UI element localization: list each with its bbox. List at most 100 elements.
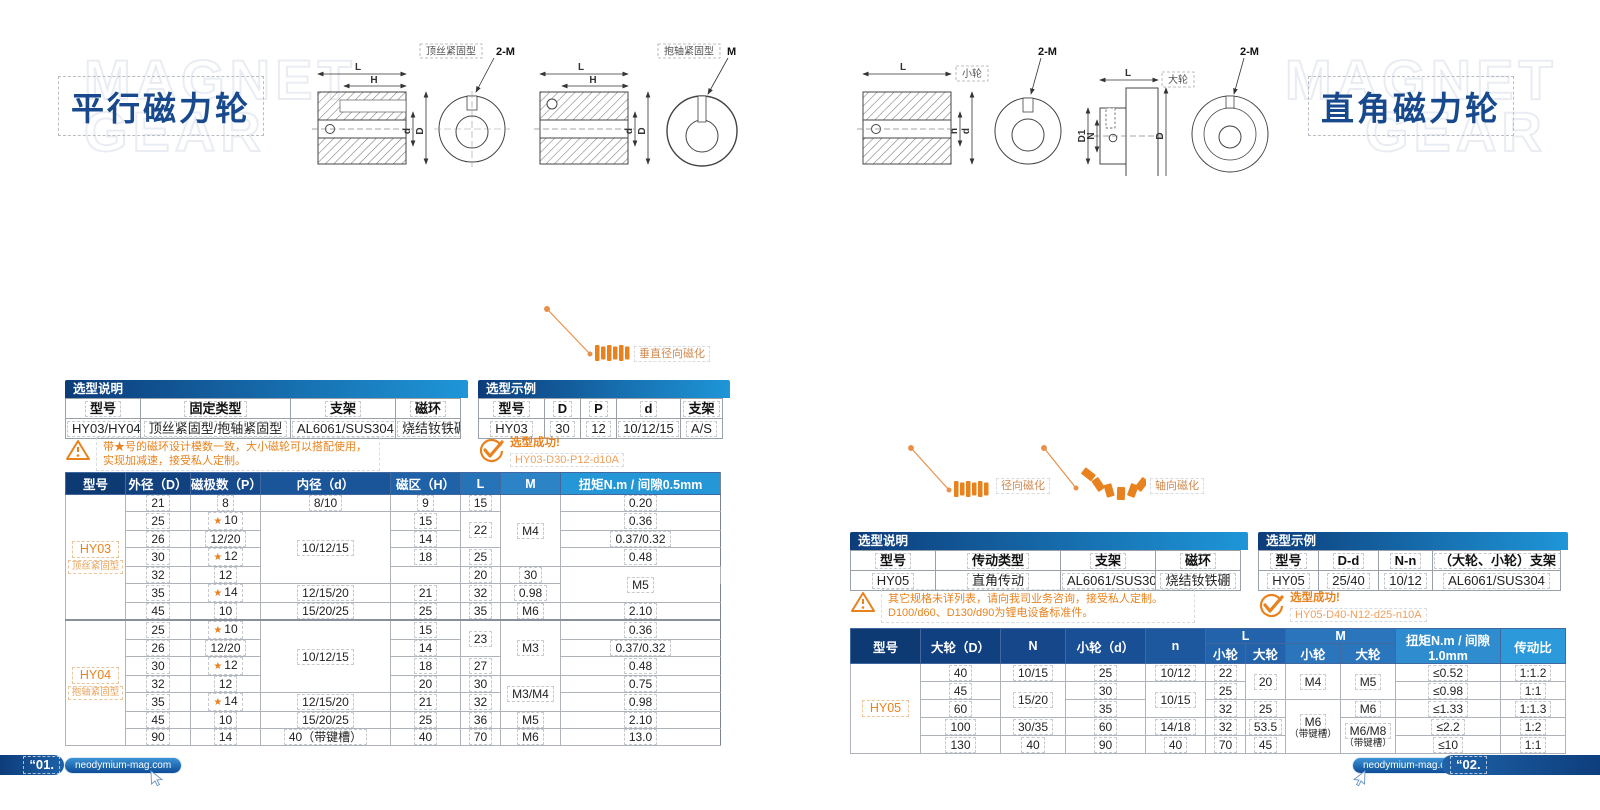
col-model: 型号: [65, 398, 141, 419]
magnetization-label-axial: 轴向磁化: [1150, 478, 1204, 494]
magnetization-label-radial: 径向磁化: [996, 478, 1050, 494]
col-bracket: 支架: [290, 398, 396, 419]
svg-text:H: H: [370, 75, 377, 86]
table-row: HY05 25/40 10/12 AL6061/SUS304: [1258, 570, 1561, 591]
page-number: “02.: [1450, 756, 1487, 774]
table-row: 45 15/20 30 10/15 25 ≤0.98 1:1: [851, 681, 1567, 718]
table-row: HY03 30 12 10/12/15 A/S: [478, 418, 723, 439]
table-row: 30 ★ 12 18 27 0.48: [66, 656, 721, 676]
radial-magnetization-icon: [908, 445, 989, 497]
note-right: 其它规格未详列表，请向我司业务咨询，接受私人定制。 D100/d60、D130/…: [881, 589, 1195, 623]
table-row: 90 14 40（带键槽） 40 70 M6 13.0: [66, 728, 721, 746]
note-left: 带★号的磁环设计模数一致，大小磁轮可以搭配使用， 实现加减速，接受私人定制。: [96, 437, 380, 471]
page-title-left: 平行磁力轮: [58, 76, 264, 136]
svg-text:M: M: [727, 46, 736, 58]
svg-text:L: L: [1125, 68, 1131, 79]
website-pill-left[interactable]: neodymium-mag.com: [64, 757, 183, 774]
table-row: 26 12/20 14 0.37/0.32: [66, 639, 721, 657]
warning-icon: [66, 440, 90, 460]
page-title-right: 直角磁力轮: [1308, 76, 1514, 136]
col-drive-type: 传动类型: [935, 550, 1061, 571]
axial-magnetization-icon: [1041, 445, 1146, 501]
table-row: 30 ★ 12 18 25 0.48: [66, 547, 721, 567]
table-row: 100 30/35 60 14/18 32 53.5 M6/M8 （带键槽） ≤2…: [851, 717, 1567, 754]
col-bracket: 支架: [1060, 550, 1156, 571]
cursor-icon: [1352, 770, 1366, 786]
svg-text:H: H: [589, 75, 596, 86]
watermark-gear-left: GEAR: [83, 100, 266, 163]
selection-desc-table-left: 型号 固定类型 支架 磁环 HY03/HY04 顶丝紧固型/抱轴紧固型 AL60…: [65, 398, 461, 439]
model-cell: HY03 顶丝紧固型: [65, 494, 126, 621]
page-number-bar-right: “02.: [1442, 755, 1600, 775]
col-D: D: [544, 398, 581, 419]
table-row: 130 40 90 40 70 45 ≤10 1:1: [851, 735, 1567, 754]
selection-desc-title-right: 选型说明: [850, 532, 1248, 550]
selection-example-table-left: 型号 D P d 支架 HY03 30 12 10/12/15 A/S: [478, 398, 723, 439]
spec-table-parallel: 型号 外径（D） 磁极数（P） 内径（d） 磁区（H） L M 扭矩N.m / …: [65, 472, 721, 746]
table-row: 45 10 15/20/25 25 36 M5 2.10: [66, 711, 721, 729]
table-row: 35 ★ 14 12/15/20 21 32 0.98: [66, 583, 721, 603]
check-icon: [479, 438, 504, 463]
table-row: 60 35 32 25 M6 （带键槽） M6 ≤1.33 1:1.3: [851, 699, 1567, 754]
col-model: 型号: [1258, 550, 1319, 571]
table-row: 26 12/20 14 0.37/0.32: [66, 530, 721, 548]
table-row: 35 ★ 14 12/15/20 21 32 0.98: [66, 692, 721, 712]
spec-table-rightangle: 型号 大轮（D） N 小轮（d） n L M 扭矩N.m / 间隙1.0mm 传…: [850, 628, 1567, 754]
svg-text:d: d: [402, 128, 413, 134]
check-icon: [1259, 593, 1284, 618]
cursor-icon: [150, 770, 164, 786]
selection-desc-table-right: 型号 传动类型 支架 磁环 HY05 直角传动 AL6061/SUS304 烧结…: [850, 550, 1241, 591]
svg-text:n: n: [949, 128, 960, 134]
radial-magnetization-icon: [544, 306, 630, 361]
drawing-rightangle-wheel: L 小轮 n d 2-M L 大轮 D1 N D 2-M: [857, 46, 1269, 176]
selection-example-table-right: 型号 D-d N-n （大轮、小轮）支架 HY05 25/40 10/12 AL…: [1258, 550, 1561, 591]
success-block-right: 选型成功! HY05-D40-N12-d25-n10A: [1290, 592, 1427, 623]
svg-text:d: d: [624, 128, 635, 134]
table-row: HY03/HY04 顶丝紧固型/抱轴紧固型 AL6061/SUS304 烧结钕铁…: [65, 418, 461, 439]
col-magnet-ring: 磁环: [1155, 550, 1241, 571]
svg-text:顶丝紧固型: 顶丝紧固型: [426, 45, 476, 58]
drawing-parallel-wheel: L H d D 顶丝紧固型 2-M L H d D 抱轴紧固型: [312, 43, 738, 167]
table-row: 25 ★ 10 10/12/15 15 22 0.36: [66, 511, 721, 584]
svg-text:2-M: 2-M: [496, 46, 515, 58]
table-row: 45 10 15/20/25 25 35 M6 2.10: [66, 602, 721, 621]
watermark-magnet-left: MAGNET: [83, 48, 357, 111]
table-row: HY05 直角传动 AL6061/SUS304 烧结钕铁硼: [850, 570, 1241, 591]
table-row: 32 12 20 30 M5 0.75: [66, 566, 721, 603]
svg-text:L: L: [578, 62, 584, 73]
model-cell: HY04 抱轴紧固型: [65, 619, 126, 746]
selection-desc-title-left: 选型说明: [65, 380, 468, 398]
svg-text:抱轴紧固型: 抱轴紧固型: [664, 45, 714, 58]
warning-icon: [851, 592, 875, 612]
table-row: HY04 抱轴紧固型 25 ★ 10 10/12/15 15 23 M3 0.36: [65, 619, 721, 746]
svg-text:L: L: [355, 62, 361, 73]
magnetization-label-left: 垂直径向磁化: [634, 346, 710, 362]
col-model: 型号: [850, 550, 936, 571]
success-block-left: 选型成功! HY03-D30-P12-d10A: [510, 437, 624, 468]
svg-text:2-M: 2-M: [1038, 46, 1057, 58]
selection-example-title-right: 选型示例: [1258, 532, 1568, 550]
watermark-magnet-right: MAGNET: [1284, 48, 1558, 111]
svg-text:小轮: 小轮: [962, 67, 982, 80]
page-number: “01.: [23, 756, 60, 774]
svg-text:大轮: 大轮: [1168, 73, 1188, 86]
svg-text:D: D: [415, 127, 426, 134]
col-magnet-ring: 磁环: [395, 398, 461, 419]
svg-text:2-M: 2-M: [1240, 46, 1259, 58]
col-N-n: N-n: [1378, 550, 1433, 571]
table-row: 32 12 20 30 M3/M4 0.75: [66, 675, 721, 712]
svg-text:N: N: [1086, 132, 1097, 139]
svg-text:d: d: [961, 128, 972, 134]
col-P: P: [580, 398, 617, 419]
svg-text:D: D: [1155, 132, 1166, 139]
model-cell: HY05: [850, 663, 921, 754]
col-D-d: D-d: [1318, 550, 1379, 571]
col-d: d: [616, 398, 681, 419]
col-fix-type: 固定类型: [140, 398, 291, 419]
col-model: 型号: [478, 398, 545, 419]
page-number-bar-left: “01.: [0, 755, 64, 775]
table-row: HY03 顶丝紧固型 21 8 8/10 9 15 M4 0.20: [65, 494, 721, 621]
svg-text:D1: D1: [1077, 129, 1088, 142]
table-row: HY05 40 10/15 25 10/12 22 20 M4 M5 ≤0.52…: [850, 663, 1567, 754]
